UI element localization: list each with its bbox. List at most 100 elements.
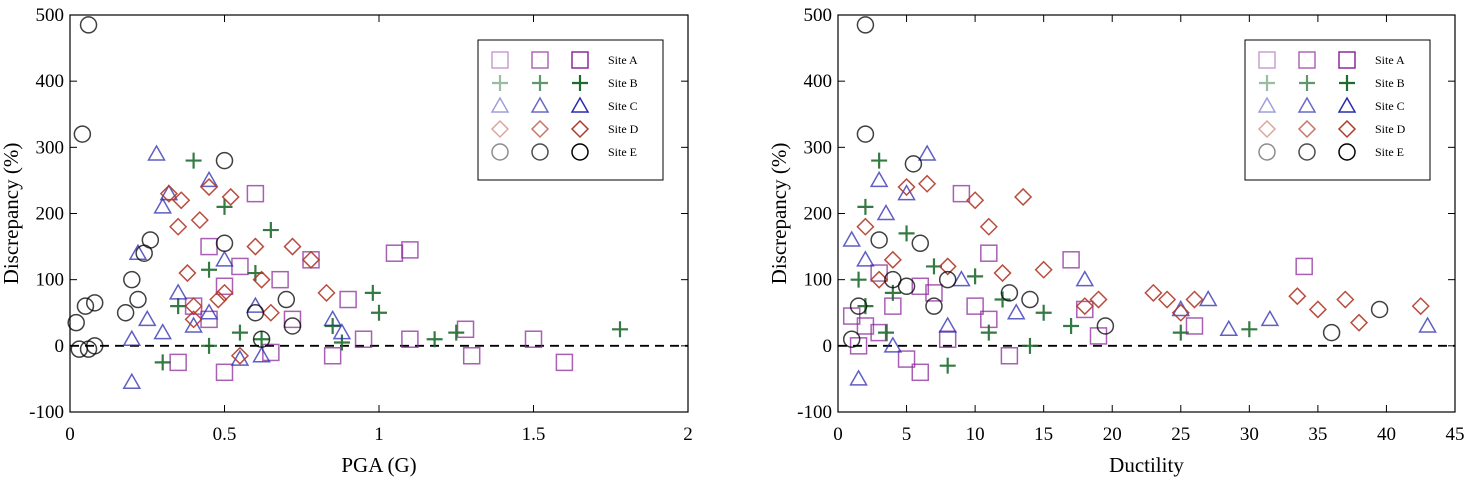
data-point — [1089, 290, 1108, 309]
legend-marker — [1258, 143, 1276, 161]
legend-label: Site E — [608, 145, 637, 159]
x-axis-label: PGA (G) — [341, 453, 416, 477]
data-point — [1158, 290, 1177, 309]
data-point — [199, 177, 219, 197]
data-point — [897, 177, 916, 197]
data-point — [184, 310, 203, 329]
data-point — [1035, 304, 1052, 321]
data-point — [1089, 327, 1108, 345]
y-tick-label: 200 — [36, 204, 65, 225]
data-point — [129, 290, 147, 309]
data-point — [201, 261, 218, 278]
data-point — [169, 217, 188, 236]
data-point — [966, 191, 985, 210]
y-tick-label: 300 — [36, 137, 65, 158]
data-point — [1172, 324, 1189, 341]
data-point — [184, 297, 203, 316]
data-point — [333, 334, 350, 351]
data-point — [1075, 270, 1095, 287]
legend-marker — [1299, 75, 1315, 91]
data-point — [1171, 299, 1191, 317]
legend-marker — [572, 75, 588, 91]
legend-marker — [530, 96, 550, 113]
data-point — [277, 290, 296, 309]
data-point — [524, 330, 543, 348]
legend-marker — [571, 143, 589, 161]
data-point — [856, 317, 875, 335]
data-point — [283, 317, 302, 335]
data-point — [317, 283, 336, 302]
data-point — [262, 343, 280, 362]
data-point — [85, 337, 104, 355]
data-point — [877, 324, 894, 341]
data-point — [849, 337, 868, 355]
legend-marker — [492, 75, 508, 91]
data-point — [911, 277, 930, 296]
data-point — [339, 290, 357, 309]
data-point — [252, 346, 271, 363]
legend-label: Site A — [1375, 53, 1405, 67]
data-point — [911, 234, 930, 253]
y-tick-label: 400 — [36, 71, 65, 92]
data-point — [1076, 300, 1094, 319]
legend-marker — [532, 75, 548, 91]
data-point — [883, 336, 903, 353]
data-point — [869, 170, 889, 188]
data-point — [1021, 337, 1038, 354]
data-point — [116, 304, 135, 322]
data-point — [1295, 257, 1313, 276]
data-point — [897, 277, 916, 296]
legend-marker — [491, 51, 509, 69]
data-point — [231, 324, 248, 341]
data-point — [426, 331, 443, 348]
data-point — [979, 217, 998, 236]
data-point — [184, 316, 203, 333]
legend-label: Site B — [1375, 76, 1405, 90]
data-point — [952, 184, 971, 203]
data-point — [261, 303, 280, 322]
data-point — [1370, 300, 1389, 319]
data-point — [856, 125, 875, 143]
x-tick-label: 5 — [902, 424, 912, 445]
data-point — [231, 257, 249, 276]
data-point — [302, 251, 320, 269]
data-point — [159, 184, 179, 201]
x-tick-label: 1.5 — [522, 424, 546, 445]
legend-marker — [571, 51, 589, 69]
data-point — [1075, 297, 1094, 316]
legend-marker — [490, 119, 510, 139]
data-point — [897, 350, 916, 368]
data-point — [993, 263, 1012, 283]
data-point — [1185, 317, 1204, 335]
data-point — [842, 307, 861, 325]
data-point — [612, 321, 629, 338]
legend-label: Site C — [1375, 99, 1405, 113]
legend-label: Site D — [1375, 122, 1406, 136]
data-point — [199, 170, 219, 188]
x-tick-label: 0.5 — [213, 424, 237, 445]
legend-marker — [531, 143, 549, 161]
data-point — [856, 16, 875, 34]
data-point — [876, 203, 896, 221]
data-point — [980, 244, 998, 262]
data-point — [215, 151, 234, 170]
legend-marker — [1297, 119, 1317, 139]
data-point — [938, 330, 957, 348]
data-point — [1014, 187, 1033, 207]
data-point — [230, 346, 250, 365]
legend-marker — [1338, 51, 1356, 69]
legend-label: Site E — [1375, 145, 1404, 159]
x-tick-label: 10 — [966, 424, 985, 445]
data-point — [147, 144, 166, 161]
data-point — [79, 16, 98, 34]
legend-label: Site A — [608, 53, 638, 67]
data-point — [1000, 284, 1019, 302]
data-point — [1185, 290, 1204, 309]
data-point — [1062, 251, 1080, 269]
x-tick-label: 1 — [374, 424, 384, 445]
legend-label: Site B — [608, 76, 638, 90]
x-tick-label: 45 — [1446, 424, 1465, 445]
data-point — [153, 197, 172, 214]
